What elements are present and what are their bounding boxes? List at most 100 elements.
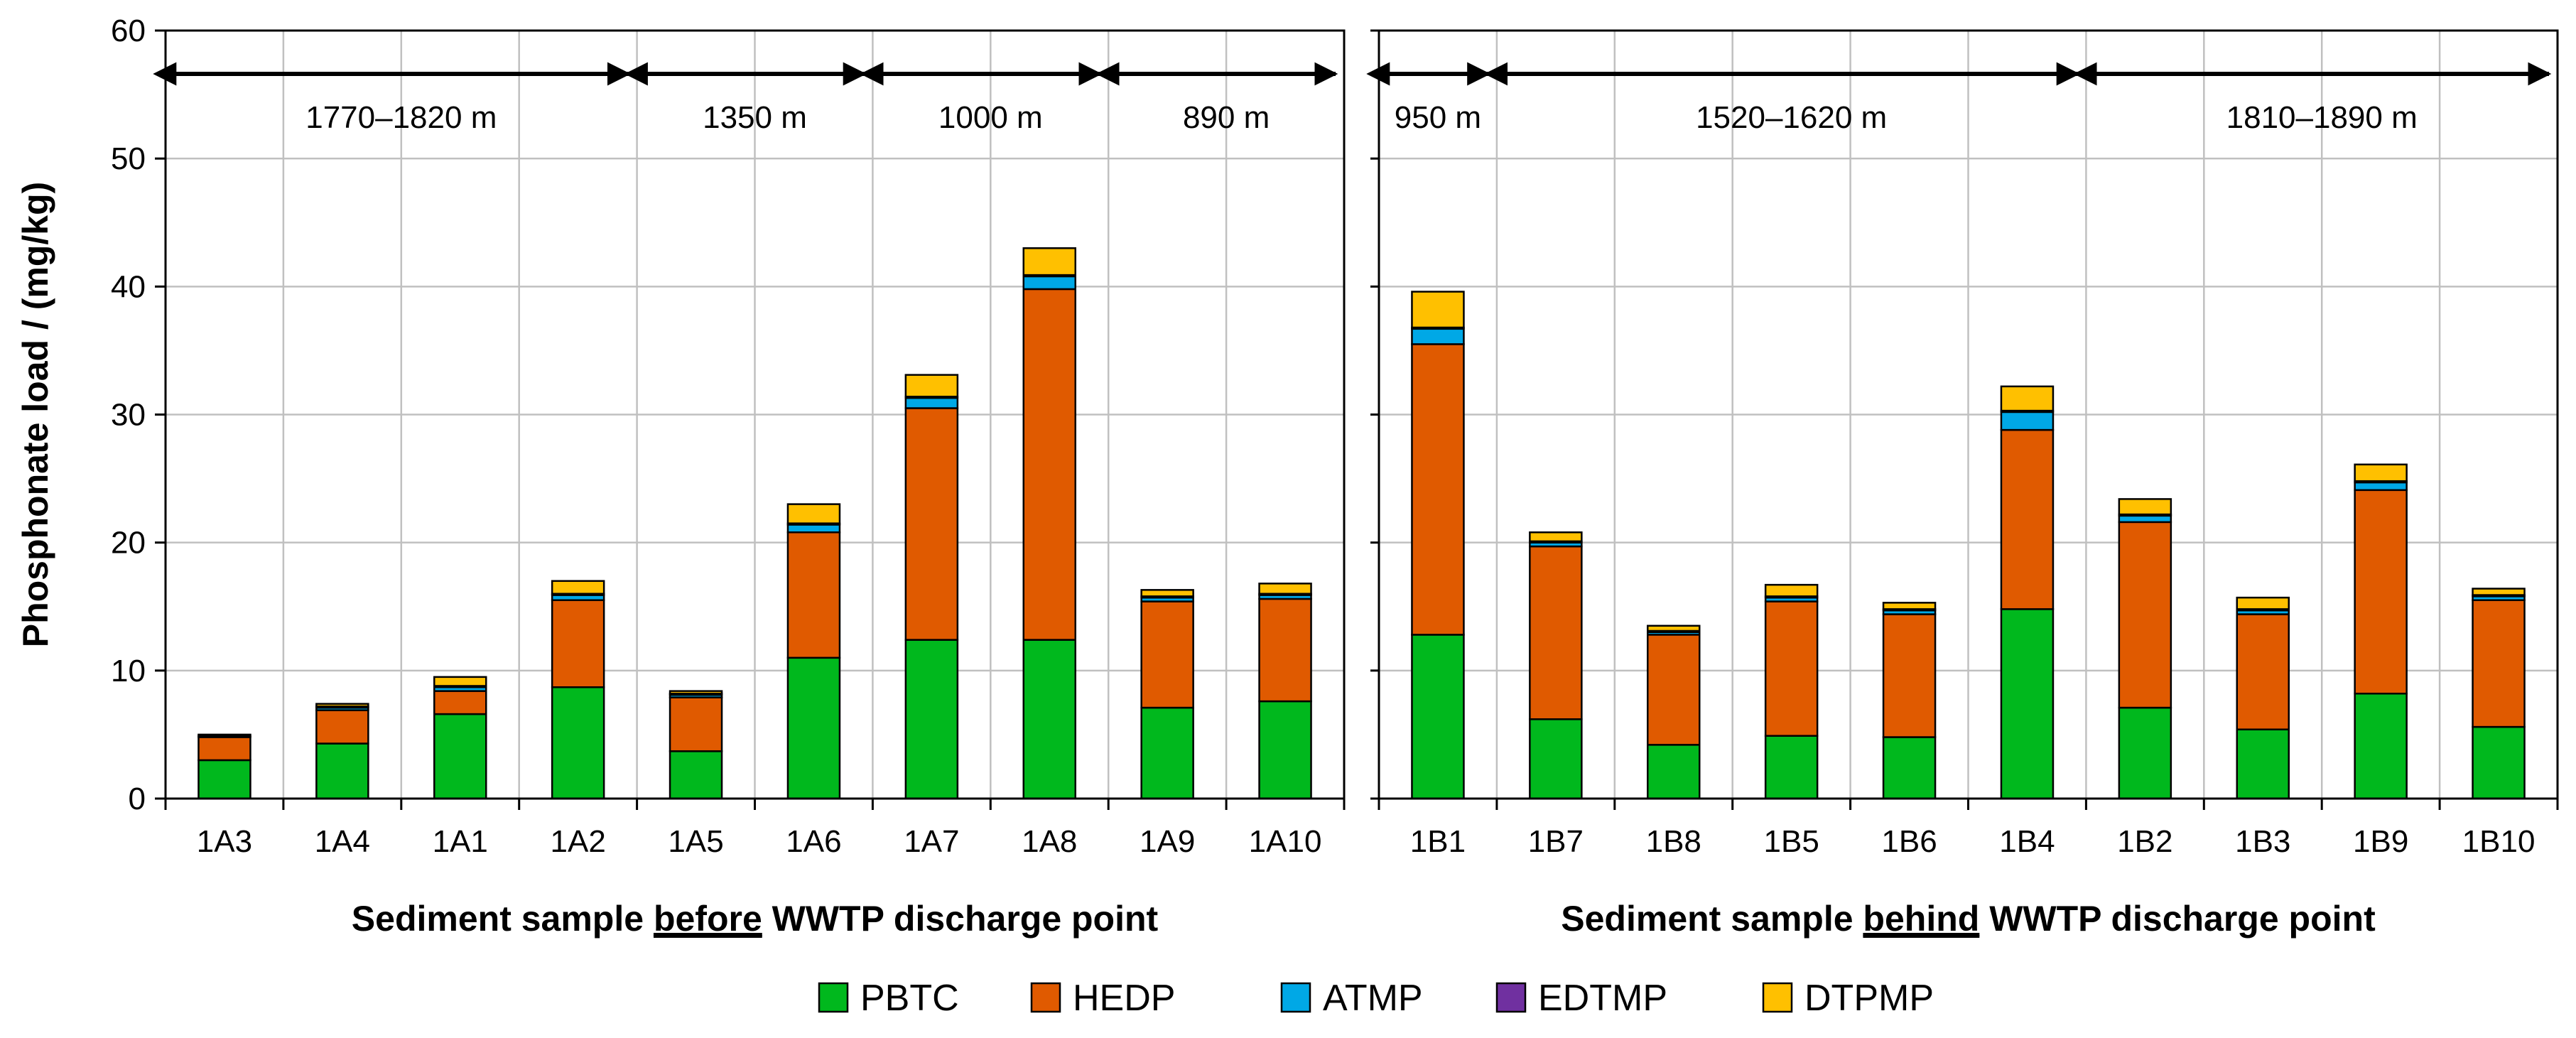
- bar-1A4-dtpmp: [315, 703, 369, 708]
- bar-1A3-hedp: [197, 736, 251, 762]
- bar-1A7-atmp: [904, 396, 959, 409]
- bar-1A9-hedp: [1140, 600, 1194, 709]
- distance-label: 1810–1890 m: [2226, 100, 2418, 135]
- x-tick-label-1A5: 1A5: [668, 824, 723, 859]
- x-tick-label-1B4: 1B4: [1999, 824, 2055, 859]
- bar-1A10-pbtc: [1258, 700, 1312, 800]
- y-tick-label: 10: [111, 654, 146, 688]
- bar-1B1-pbtc: [1411, 634, 1465, 800]
- bar-1B9-pbtc: [2354, 693, 2408, 800]
- bar-1A4-pbtc: [315, 742, 369, 800]
- distance-label: 950 m: [1395, 100, 1481, 135]
- bar-1A3-dtpmp: [197, 733, 251, 737]
- x-axis-title-suffix: WWTP discharge point: [1979, 899, 2376, 939]
- x-axis-title-prefix: Sediment sample: [352, 899, 654, 939]
- bar-1A6-atmp: [786, 524, 841, 534]
- bar-1B6-dtpmp: [1882, 602, 1937, 610]
- bar-1B8-pbtc: [1647, 744, 1701, 800]
- legend-label-dtpmp: DTPMP: [1804, 978, 1934, 1019]
- bar-1A10-hedp: [1258, 598, 1312, 703]
- bar-1B10-hedp: [2472, 599, 2526, 728]
- bar-1A5-dtpmp: [669, 690, 723, 695]
- bar-1B6-pbtc: [1882, 736, 1937, 800]
- panel-1: 1A3 1A4 1A1 1A2 1A5 1A6 1A7 1A8 1A9 1A10 1770–1820…: [153, 29, 1346, 939]
- distance-label: 1770–1820 m: [305, 100, 497, 135]
- bar-1B5-hedp: [1764, 600, 1819, 737]
- x-axis-title-2: Sediment sample behind WWTP discharge po…: [1561, 899, 2376, 939]
- legend-label-edtmp: EDTMP: [1538, 978, 1667, 1019]
- bar-1A6-dtpmp: [786, 503, 841, 524]
- x-tick-label-1B7: 1B7: [1528, 824, 1584, 859]
- x-tick-label-1B10: 1B10: [2462, 824, 2536, 859]
- y-axis-title: Phosphonate load / (mg/kg): [16, 182, 55, 648]
- x-tick-label-1B1: 1B1: [1410, 824, 1466, 859]
- bar-1B7-hedp: [1529, 545, 1583, 720]
- bar-1B6-hedp: [1882, 613, 1937, 738]
- distance-label: 1000 m: [938, 100, 1043, 135]
- bar-1A7-hedp: [904, 407, 959, 641]
- bar-1B4-atmp: [2000, 411, 2055, 431]
- y-tick-label: 60: [111, 13, 146, 48]
- x-tick-label-1A6: 1A6: [786, 824, 841, 859]
- x-tick-label-1B9: 1B9: [2353, 824, 2408, 859]
- bar-1B3-pbtc: [2236, 728, 2290, 800]
- x-tick-label-1A3: 1A3: [197, 824, 252, 859]
- bar-1A4-hedp: [315, 709, 369, 745]
- bar-1A8-pbtc: [1022, 639, 1076, 800]
- bar-1B1-hedp: [1411, 343, 1465, 636]
- bar-1B9-hedp: [2354, 489, 2408, 695]
- bar-1A6-pbtc: [786, 656, 841, 800]
- legend-swatch-atmp: [1280, 982, 1311, 1013]
- y-tick-label: 30: [111, 398, 146, 433]
- y-tick-label: 20: [111, 526, 146, 561]
- bar-1B7-dtpmp: [1529, 531, 1583, 543]
- legend-swatch-dtpmp: [1762, 982, 1793, 1013]
- x-axis-title-prefix: Sediment sample: [1561, 899, 1863, 939]
- bar-1A5-pbtc: [669, 750, 723, 800]
- panel-frame: [1378, 29, 2559, 800]
- bar-1B9-atmp: [2354, 481, 2408, 492]
- bar-1B4-pbtc: [2000, 608, 2055, 800]
- y-tick-label: 0: [129, 782, 146, 816]
- bar-1A8-atmp: [1022, 275, 1076, 291]
- bar-1A7-pbtc: [904, 639, 959, 800]
- bar-1A9-dtpmp: [1140, 589, 1194, 598]
- bar-1A8-hedp: [1022, 288, 1076, 641]
- bar-1B7-pbtc: [1529, 718, 1583, 800]
- bar-1A5-hedp: [669, 696, 723, 752]
- distance-label: 1520–1620 m: [1696, 100, 1887, 135]
- distance-label: 1350 m: [703, 100, 807, 135]
- bar-1A6-hedp: [786, 531, 841, 659]
- bar-1B2-dtpmp: [2118, 498, 2172, 516]
- bar-1B10-dtpmp: [2472, 588, 2526, 596]
- x-tick-label-1A4: 1A4: [315, 824, 370, 859]
- bar-1B2-atmp: [2118, 514, 2172, 524]
- x-tick-label-1A1: 1A1: [433, 824, 488, 859]
- x-tick-label-1B2: 1B2: [2117, 824, 2172, 859]
- x-tick-label-1B5: 1B5: [1764, 824, 1819, 859]
- bar-1A1-pbtc: [433, 713, 487, 800]
- legend-swatch-pbtc: [818, 982, 849, 1013]
- bar-1A9-pbtc: [1140, 706, 1194, 800]
- x-tick-label-1A2: 1A2: [551, 824, 606, 859]
- x-tick-label-1A7: 1A7: [904, 824, 959, 859]
- bar-1B4-hedp: [2000, 428, 2055, 610]
- y-tick-label: 50: [111, 141, 146, 176]
- x-axis-title-1: Sediment sample before WWTP discharge po…: [352, 899, 1159, 939]
- bar-1B1-atmp: [1411, 328, 1465, 345]
- panel-2: 1B1 1B7 1B8 1B5 1B6 1B4 1B2 1B3 1B9 1B10 950 m 1520…: [1366, 29, 2559, 939]
- bar-1B3-dtpmp: [2236, 596, 2290, 610]
- bar-1A2-pbtc: [551, 686, 605, 800]
- bar-1B8-hedp: [1647, 634, 1701, 746]
- x-tick-label-1B3: 1B3: [2235, 824, 2290, 859]
- legend-swatch-edtmp: [1495, 982, 1527, 1013]
- legend-label-pbtc: PBTC: [860, 978, 959, 1019]
- bar-1B5-dtpmp: [1764, 583, 1819, 598]
- x-axis-title-emphasis: before: [654, 899, 762, 939]
- x-tick-label-1A10: 1A10: [1249, 824, 1322, 859]
- bar-1A7-dtpmp: [904, 374, 959, 398]
- bar-1B3-hedp: [2236, 613, 2290, 730]
- bar-1B5-pbtc: [1764, 735, 1819, 800]
